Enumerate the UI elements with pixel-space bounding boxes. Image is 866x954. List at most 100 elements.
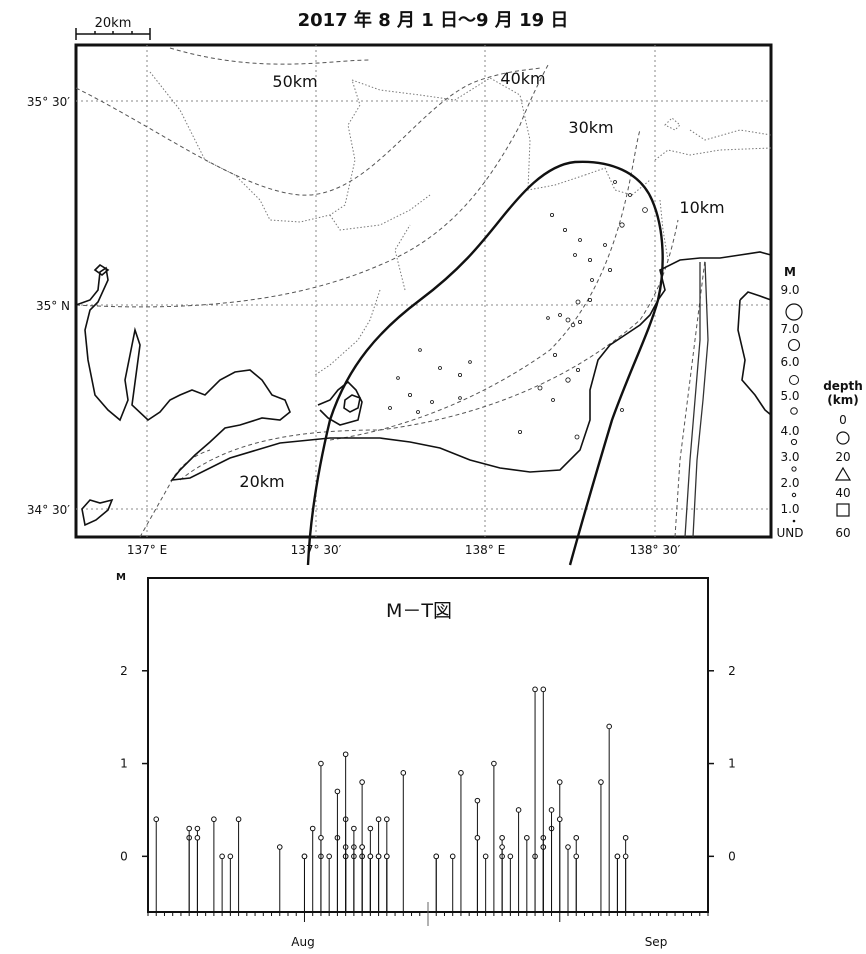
lon-label-138e: 138° E <box>465 543 505 557</box>
distance-label-10km: 10km <box>679 198 724 217</box>
mt-event-point <box>622 834 629 841</box>
magnitude-label-3: 3.0 <box>780 450 799 464</box>
lat-label-35n: 35° N <box>36 299 70 313</box>
mt-event-point <box>235 816 242 823</box>
distance-label-40km: 40km <box>500 69 545 88</box>
mt-event-point <box>342 751 349 758</box>
mt-event-point <box>622 853 629 860</box>
mt-y-tick-label-right: 2 <box>728 664 736 678</box>
mt-event-point <box>400 770 407 776</box>
mt-event-point <box>351 825 357 832</box>
magnitude-label-2: 2.0 <box>780 476 799 490</box>
mt-event-point <box>491 760 497 767</box>
magnitude-symbol-9 <box>785 303 803 321</box>
focal-area-curve <box>306 160 664 566</box>
mt-event-point <box>276 844 283 850</box>
mt-event-point <box>359 779 365 785</box>
mt-event-point <box>301 853 308 860</box>
mt-event-point <box>614 853 621 860</box>
mt-event-point <box>540 686 547 693</box>
lat-label-3530: 35° 30′ <box>27 95 70 109</box>
mt-event-point <box>598 779 604 785</box>
mt-chart-axis-label: M <box>116 572 126 583</box>
mt-x-label-aug: Aug <box>291 935 314 949</box>
depth-symbol-square <box>836 503 850 517</box>
mt-event-point <box>548 807 555 813</box>
map-graticule <box>76 45 771 537</box>
coastline <box>75 251 772 527</box>
depth-legend: depth (km) 0 20 40 60 <box>823 379 863 540</box>
depth-label-40: 40 <box>835 486 850 500</box>
mt-y-tick-label-right: 0 <box>728 849 736 863</box>
depth-legend-unit: (km) <box>827 393 858 407</box>
magnitude-symbol-1 <box>792 519 796 523</box>
magnitude-symbol-7 <box>787 338 801 352</box>
mt-event-point <box>194 834 201 841</box>
mt-chart-frame <box>147 577 709 913</box>
magnitude-label-4: 4.0 <box>780 424 799 438</box>
magnitude-legend: M 9.0 7.0 6.0 5.0 4.0 3.0 2.0 1.0 UND <box>777 265 804 540</box>
mt-y-ticks: 0 0 1 1 2 2 <box>120 664 736 864</box>
magnitude-label-9: 9.0 <box>780 283 799 297</box>
mt-event-point <box>524 834 530 841</box>
mt-event-point <box>318 760 324 767</box>
mt-event-point <box>565 844 571 850</box>
contour-50km-upper <box>169 47 371 65</box>
mt-y-tick-label-left: 2 <box>120 664 128 678</box>
prefecture-borders <box>149 71 772 376</box>
lon-label-13730: 137° 30′ <box>291 543 342 557</box>
mt-event-point <box>309 825 316 832</box>
mt-event-point <box>556 816 563 823</box>
mt-event-point <box>367 853 374 860</box>
mt-event-point <box>318 834 324 841</box>
mt-stems <box>153 686 629 912</box>
depth-symbol-triangle <box>834 466 852 481</box>
mt-event-point <box>474 834 481 841</box>
magnitude-label-und: UND <box>777 526 804 540</box>
mt-event-point <box>227 853 234 860</box>
magnitude-symbol-4 <box>790 438 798 446</box>
distance-label-20km: 20km <box>239 472 284 491</box>
contour-50km <box>75 67 541 196</box>
mt-event-point <box>482 853 489 860</box>
mt-event-point <box>194 825 201 832</box>
magnitude-symbol-2 <box>791 492 797 498</box>
mt-event-point <box>573 853 580 860</box>
mt-event-point <box>507 853 514 860</box>
epicenter-map: 35° 30′ 35° N 34° 30′ 137° E 137° 30′ 13… <box>27 43 773 566</box>
mt-event-point <box>219 853 225 860</box>
lat-label-3430: 34° 30′ <box>27 503 70 517</box>
mt-event-point <box>556 779 563 785</box>
mt-event-point <box>573 834 580 841</box>
mt-event-point <box>474 797 481 804</box>
distance-label-50km: 50km <box>272 72 317 91</box>
mt-event-point <box>606 723 612 730</box>
scale-bar-label: 20km <box>95 16 132 31</box>
mt-event-point <box>375 816 382 823</box>
scale-bar: 20km <box>75 16 151 40</box>
mt-x-label-sep: Sep <box>645 935 668 949</box>
mt-event-point <box>499 844 505 850</box>
mt-event-point <box>334 788 341 795</box>
magnitude-label-1: 1.0 <box>780 502 799 516</box>
magnitude-symbol-5 <box>790 407 798 415</box>
depth-label-20: 20 <box>835 450 850 464</box>
magnitude-label-7: 7.0 <box>780 322 799 336</box>
depth-label-0: 0 <box>839 413 847 427</box>
magnitude-legend-header: M <box>784 265 796 279</box>
map-frame <box>74 43 773 539</box>
depth-legend-header: depth <box>823 379 863 393</box>
mt-event-point <box>458 770 464 776</box>
mt-event-point <box>384 853 390 860</box>
mt-y-tick-label-right: 1 <box>728 757 736 771</box>
depth-symbol-circle <box>836 431 850 445</box>
mt-event-point <box>433 853 440 860</box>
magnitude-symbol-6 <box>789 375 799 385</box>
lon-label-137e: 137° E <box>127 543 167 557</box>
mt-event-point <box>153 816 160 823</box>
mt-event-point <box>367 825 374 832</box>
lon-label-13830: 138° 30′ <box>630 543 681 557</box>
mt-event-point <box>326 853 332 860</box>
mt-event-point <box>375 853 382 860</box>
distance-label-30km: 30km <box>568 118 613 137</box>
